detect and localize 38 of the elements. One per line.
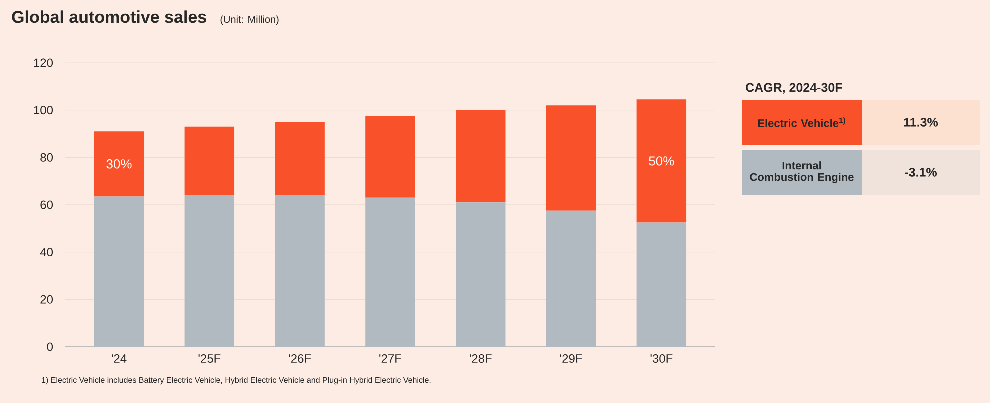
y-tick-label: 100 [34, 106, 54, 115]
text: 11.3% [904, 118, 938, 127]
bar [184, 126, 235, 196]
x-tick-label: '27F [380, 354, 402, 363]
bar [456, 110, 506, 203]
chart-subtitle: (Unit: Million) [220, 16, 279, 26]
bar [94, 196, 144, 347]
y-tick-label: 20 [40, 295, 54, 304]
y-tick-label: 120 [34, 58, 54, 68]
text: 1) Electric Vehicle includes Battery Electric Vehicle, Hybrid Electric Vehicle and Plug-in Hybrid Electric Vehicle. [42, 377, 431, 385]
chart-title: Global automotive sales [12, 10, 206, 24]
annotation: 30% [106, 160, 132, 169]
bar [275, 122, 325, 196]
text: Electric Vehicle$^{1)}$ [758, 118, 846, 128]
x-tick-label: '29F [560, 354, 582, 364]
bar [636, 222, 687, 347]
x-tick-label: '28F [470, 354, 492, 364]
bar [546, 210, 596, 347]
y-tick-label: 60 [40, 200, 54, 210]
x-tick-label: '24 [112, 354, 127, 363]
y-tick-label: 80 [40, 153, 54, 162]
text: Internal Combustion Engine [750, 162, 854, 184]
bar [184, 196, 235, 347]
annotation: 50% [649, 156, 674, 166]
x-tick-label: '25F [198, 354, 221, 364]
x-tick-label: '30F [650, 354, 673, 364]
text: CAGR, 2024-30F [746, 83, 842, 94]
bar [275, 196, 325, 347]
bar [636, 100, 687, 223]
bar [546, 106, 596, 211]
text: -3.1% [905, 168, 937, 177]
bar [366, 116, 416, 198]
bar [366, 198, 416, 347]
bar [94, 132, 144, 197]
y-tick-label: 0 [47, 342, 54, 352]
x-tick-label: '26F [289, 354, 312, 364]
bar [456, 202, 506, 347]
y-tick-label: 40 [40, 248, 54, 257]
